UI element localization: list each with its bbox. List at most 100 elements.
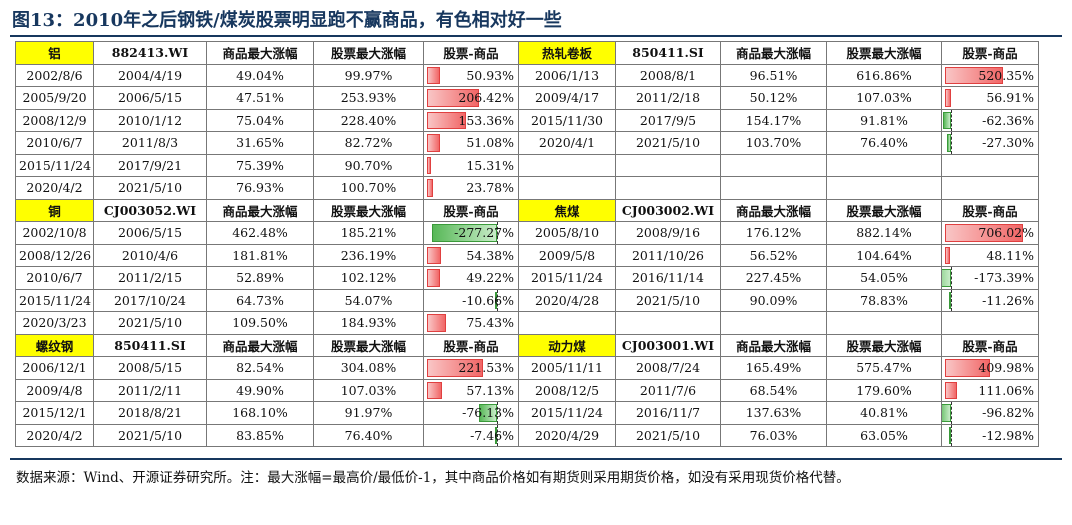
bottom-rule [10, 458, 1062, 460]
commodity-gain-cell [720, 176, 827, 200]
start-date-cell: 2005/8/10 [518, 221, 616, 245]
table-row: 2020/3/23 2021/5/10 109.50% 184.93% 75.43% [15, 311, 1039, 335]
positive-diff-bar [945, 381, 958, 399]
start-date-cell: 2009/5/8 [518, 243, 616, 267]
diff-cell [941, 311, 1039, 335]
end-date-cell: 2006/5/15 [93, 86, 207, 110]
diff-cell: -12.98% [941, 423, 1039, 447]
positive-diff-bar [427, 359, 484, 377]
end-date-cell: 2004/4/19 [93, 63, 207, 87]
diff-cell: 56.91% [941, 86, 1039, 110]
commodity-max-gain-header: 商品最大涨幅 [720, 333, 827, 357]
commodity-gain-cell: 176.12% [720, 221, 827, 245]
positive-diff-bar [945, 224, 1024, 242]
commodity-gain-cell: 103.70% [720, 131, 827, 155]
start-date-cell: 2020/4/2 [15, 423, 94, 447]
stock-gain-cell: 91.97% [313, 401, 424, 425]
stock-max-gain-header: 股票最大涨幅 [826, 41, 942, 65]
end-date-cell [615, 176, 721, 200]
diff-value: -11.26% [982, 292, 1034, 308]
commodity-max-gain-header: 商品最大涨幅 [206, 198, 314, 222]
metal-name-header: 铜 [15, 198, 94, 222]
stock-gain-cell: 90.70% [313, 153, 424, 177]
index-code-header: CJ003001.WI [615, 333, 721, 357]
table-row: 2010/6/7 2011/8/3 31.65% 82.72% 51.08% 2020/4… [15, 131, 1039, 155]
diff-value: 56.91% [986, 90, 1034, 106]
end-date-cell: 2016/11/14 [615, 266, 721, 290]
start-date-cell: 2008/12/5 [518, 378, 616, 402]
start-date-cell: 2015/11/24 [15, 153, 94, 177]
metal-name-header: 螺纹钢 [15, 333, 94, 357]
zero-axis-line [497, 424, 498, 446]
start-date-cell: 2020/3/23 [15, 311, 94, 335]
diff-cell: -27.30% [941, 131, 1039, 155]
index-code-header: 850411.SI [93, 333, 207, 357]
stock-gain-cell: 54.05% [826, 266, 942, 290]
commodity-gain-cell [720, 311, 827, 335]
diff-cell: 206.42% [423, 86, 519, 110]
commodity-gain-cell: 75.39% [206, 153, 314, 177]
metal-name-header: 动力煤 [518, 333, 616, 357]
diff-cell: -10.66% [423, 288, 519, 312]
commodity-max-gain-header: 商品最大涨幅 [206, 41, 314, 65]
start-date-cell [518, 153, 616, 177]
start-date-cell [518, 176, 616, 200]
negative-diff-bar [942, 111, 951, 129]
end-date-cell: 2011/10/26 [615, 243, 721, 267]
negative-diff-bar [495, 426, 497, 444]
diff-value: 153.36% [458, 112, 514, 128]
stock-minus-commodity-header: 股票-商品 [423, 333, 519, 357]
end-date-cell: 2021/5/10 [93, 176, 207, 200]
table-row: 2015/12/1 2018/8/21 168.10% 91.97% -76.13% 20… [15, 401, 1039, 425]
metal-name-header: 焦煤 [518, 198, 616, 222]
start-date-cell: 2010/6/7 [15, 266, 94, 290]
start-date-cell: 2015/11/24 [518, 266, 616, 290]
diff-value: -277.27% [454, 225, 514, 241]
start-date-cell: 2009/4/8 [15, 378, 94, 402]
diff-cell: 51.08% [423, 131, 519, 155]
diff-value: -7.46% [470, 427, 514, 443]
diff-cell: 54.38% [423, 243, 519, 267]
positive-diff-bar [427, 89, 480, 107]
commodity-max-gain-header: 商品最大涨幅 [206, 333, 314, 357]
table-row: 2015/11/24 2017/10/24 64.73% 54.07% -10.66% 2… [15, 288, 1039, 312]
table-row: 2009/4/8 2011/2/11 49.90% 107.03% 57.13% 2008… [15, 378, 1039, 402]
index-code-header: CJ003002.WI [615, 198, 721, 222]
end-date-cell: 2008/9/16 [615, 221, 721, 245]
top-rule [10, 35, 1062, 37]
start-date-cell: 2015/11/30 [518, 108, 616, 132]
stock-gain-cell: 63.05% [826, 423, 942, 447]
stock-gain-cell: 78.83% [826, 288, 942, 312]
end-date-cell: 2008/8/1 [615, 63, 721, 87]
diff-value: 57.13% [466, 382, 514, 398]
diff-value: -96.82% [982, 405, 1034, 421]
diff-cell: 49.22% [423, 266, 519, 290]
stock-minus-commodity-header: 股票-商品 [941, 198, 1039, 222]
stock-gain-cell: 82.72% [313, 131, 424, 155]
end-date-cell: 2021/5/10 [615, 423, 721, 447]
diff-cell: 706.02% [941, 221, 1039, 245]
index-code-header: 882413.WI [93, 41, 207, 65]
positive-diff-bar [945, 89, 952, 107]
diff-value: 221.53% [458, 360, 514, 376]
zero-axis-line [951, 132, 952, 154]
stock-gain-cell: 40.81% [826, 401, 942, 425]
start-date-cell: 2015/11/24 [518, 401, 616, 425]
start-date-cell [518, 311, 616, 335]
negative-diff-bar [949, 291, 951, 309]
diff-cell: 153.36% [423, 108, 519, 132]
figure-title: 图13：2010年之后钢铁/煤炭股票明显跑不赢商品，有色相对好一些 [12, 10, 562, 31]
commodity-gain-cell: 227.45% [720, 266, 827, 290]
end-date-cell [615, 153, 721, 177]
start-date-cell: 2010/6/7 [15, 131, 94, 155]
stock-gain-cell: 882.14% [826, 221, 942, 245]
commodity-gain-cell: 52.89% [206, 266, 314, 290]
diff-value: -173.39% [974, 270, 1034, 286]
diff-cell: -277.27% [423, 221, 519, 245]
diff-cell: 23.78% [423, 176, 519, 200]
diff-value: 206.42% [458, 90, 514, 106]
diff-cell: -62.36% [941, 108, 1039, 132]
metal-name-header: 铝 [15, 41, 94, 65]
positive-diff-bar [427, 381, 442, 399]
diff-value: 23.78% [466, 180, 514, 196]
